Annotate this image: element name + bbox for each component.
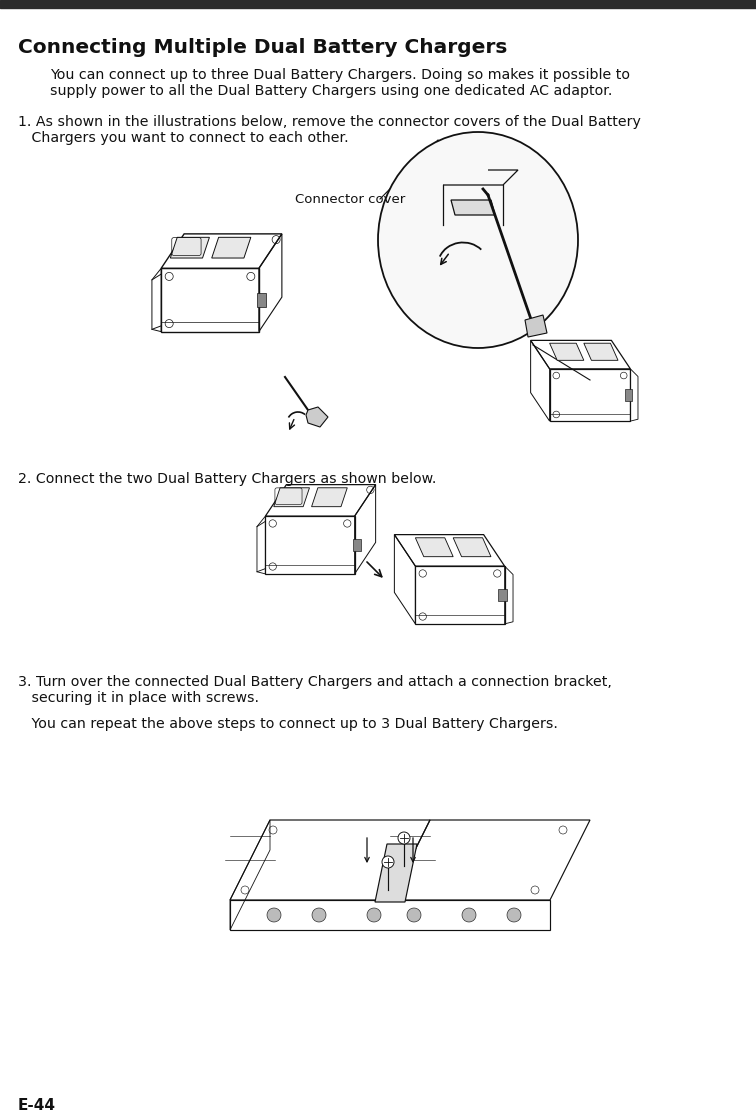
Circle shape (398, 833, 410, 844)
Ellipse shape (267, 908, 281, 922)
Text: E-44: E-44 (18, 1098, 56, 1113)
Polygon shape (415, 538, 453, 557)
Polygon shape (306, 407, 328, 427)
Text: Chargers you want to connect to each other.: Chargers you want to connect to each oth… (18, 131, 349, 145)
Bar (352, 539, 361, 551)
Polygon shape (453, 538, 491, 557)
Ellipse shape (312, 908, 326, 922)
Text: You can connect up to three Dual Battery Chargers. Doing so makes it possible to: You can connect up to three Dual Battery… (50, 68, 630, 81)
Bar (0, 0, 756, 8)
Bar (624, 389, 632, 401)
Text: Connector cover: Connector cover (295, 193, 405, 206)
Polygon shape (170, 238, 209, 258)
Polygon shape (550, 344, 584, 360)
Bar (498, 589, 507, 602)
Polygon shape (212, 238, 251, 258)
Polygon shape (525, 315, 547, 337)
Polygon shape (311, 488, 347, 507)
Polygon shape (375, 844, 417, 902)
Text: 1. As shown in the illustrations below, remove the connector covers of the Dual : 1. As shown in the illustrations below, … (18, 115, 641, 129)
Ellipse shape (507, 908, 521, 922)
Text: 3. Turn over the connected Dual Battery Chargers and attach a connection bracket: 3. Turn over the connected Dual Battery … (18, 675, 612, 689)
Bar (256, 294, 266, 307)
Text: securing it in place with screws.: securing it in place with screws. (18, 691, 259, 705)
Polygon shape (451, 200, 495, 215)
Ellipse shape (367, 908, 381, 922)
Polygon shape (274, 488, 309, 507)
Ellipse shape (378, 132, 578, 348)
Circle shape (382, 856, 394, 868)
Text: 2. Connect the two Dual Battery Chargers as shown below.: 2. Connect the two Dual Battery Chargers… (18, 472, 436, 485)
Ellipse shape (462, 908, 476, 922)
Text: Connecting Multiple Dual Battery Chargers: Connecting Multiple Dual Battery Charger… (18, 38, 507, 57)
Ellipse shape (407, 908, 421, 922)
Text: You can repeat the above steps to connect up to 3 Dual Battery Chargers.: You can repeat the above steps to connec… (18, 716, 558, 731)
Polygon shape (584, 344, 618, 360)
Text: supply power to all the Dual Battery Chargers using one dedicated AC adaptor.: supply power to all the Dual Battery Cha… (50, 84, 612, 98)
